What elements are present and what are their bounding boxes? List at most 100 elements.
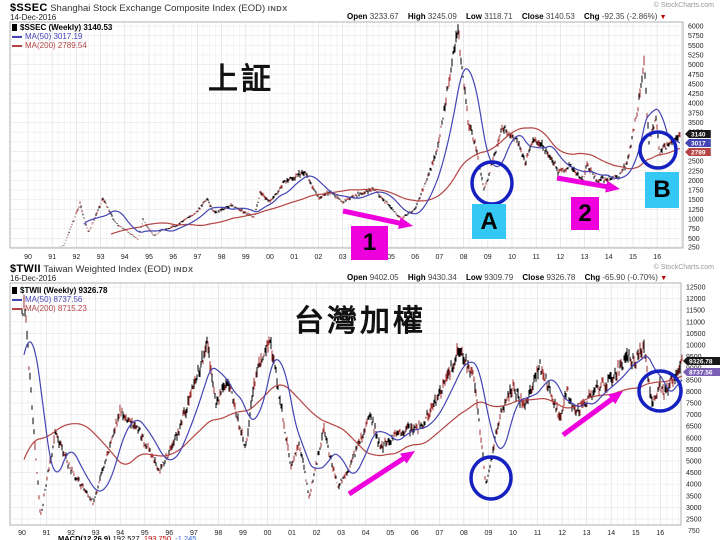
x-axis-label: 16	[656, 530, 664, 537]
chg-value: -65.90 (-0.70%)	[602, 273, 658, 282]
x-axis-label: 08	[460, 530, 468, 537]
x-axis-label: 96	[169, 254, 177, 261]
trend-arrow-shaft	[342, 208, 405, 227]
price-tag-value: 9326.78	[689, 359, 713, 366]
price-tag	[685, 148, 711, 156]
y-axis-label: 4750	[688, 72, 704, 79]
x-axis-label: 15	[629, 254, 637, 261]
open-label: Open	[347, 12, 368, 21]
chart2-copyright[interactable]: © StockCharts.com	[653, 264, 714, 271]
y-axis-label: 5500	[688, 43, 704, 50]
x-axis-label: 07	[436, 254, 444, 261]
y-axis-label: 250	[688, 245, 700, 252]
x-axis-label: 02	[315, 254, 323, 261]
chart2-title: $TWII Taiwan Weighted Index (EOD) INDX	[10, 263, 193, 275]
trend-arrow-shaft	[347, 453, 409, 497]
x-axis-label: 94	[121, 254, 129, 261]
low-label: Low	[466, 12, 483, 21]
x-axis-label: 90	[18, 530, 26, 537]
open-value: 9402.05	[369, 273, 399, 282]
y-axis-label: 4000	[686, 482, 702, 489]
y-axis-label: 750	[688, 226, 700, 233]
plot-border	[9, 21, 684, 249]
chart1-exchange: INDX	[267, 4, 288, 13]
y-axis-label: 5000	[688, 62, 704, 69]
y-axis-label: 2000	[688, 178, 704, 185]
x-axis-label: 91	[48, 254, 56, 261]
high-value: 3245.09	[427, 12, 457, 21]
candlestick-icon	[12, 24, 17, 31]
x-axis-label: 07	[435, 530, 443, 537]
x-axis-label: 11	[533, 254, 540, 261]
y-axis-label: 5000	[686, 459, 702, 466]
x-axis-label: 92	[73, 254, 81, 261]
y-axis-label: 6500	[686, 424, 702, 431]
x-axis-label: 03	[339, 254, 347, 261]
price-tag	[685, 139, 711, 147]
x-axis-label: 94	[116, 530, 124, 537]
highlight-circle	[638, 130, 678, 170]
chg-label: Chg	[584, 12, 600, 21]
y-axis-label: 7500	[686, 401, 702, 408]
y-axis-label: 8000	[686, 389, 702, 396]
x-axis-label: 13	[581, 254, 589, 261]
chart2-chinese-annotation: 台灣加權	[294, 304, 426, 339]
x-axis-label: 05	[387, 254, 395, 261]
annotation-box-A: A	[472, 204, 506, 239]
y-axis-label: 4250	[688, 91, 704, 98]
x-axis-label: 93	[92, 530, 100, 537]
chart1-copyright[interactable]: © StockCharts.com	[653, 2, 714, 9]
y-axis-label: 7000	[686, 412, 702, 419]
chart2-date: 16-Dec-2016	[10, 274, 57, 283]
price-tag-value: 2789	[691, 150, 706, 157]
y-axis-label: 6000	[688, 24, 704, 31]
low-value: 3118.71	[484, 12, 513, 21]
price-tag-value: 8737.56	[689, 370, 713, 377]
ma50-line	[83, 68, 681, 233]
close-value: 9326.78	[546, 273, 576, 282]
change-down-icon[interactable]: ▼	[659, 14, 667, 21]
chart2-ohlc-summary: Open 9402.05 High 9430.34 Low 9309.79 Cl…	[347, 273, 667, 282]
high-label: High	[407, 273, 426, 282]
price-tag	[685, 130, 711, 138]
y-axis-label: 6000	[686, 435, 702, 442]
chart1-title: $SSEC Shanghai Stock Exchange Composite …	[10, 2, 288, 14]
x-axis-label: 95	[145, 254, 153, 261]
price-tag-value: 3017	[691, 141, 706, 148]
y-axis-label: 2500	[686, 517, 702, 524]
candlestick-icon	[12, 287, 17, 294]
legend-label: MA(200) 2789.54	[25, 41, 87, 50]
legend-item: $SSEC (Weekly) 3140.53	[12, 23, 112, 32]
y-axis-label: 3000	[686, 505, 702, 512]
x-axis-label: 93	[97, 254, 105, 261]
trend-arrow-shaft	[556, 175, 612, 190]
price-tag-value: 3140	[691, 132, 706, 139]
price-tag	[683, 357, 720, 365]
close-value: 3140.53	[545, 12, 575, 21]
y-axis-label: 5750	[688, 33, 704, 40]
chart2-index-name: Taiwan Weighted Index (EOD)	[43, 264, 171, 275]
x-axis-label: 04	[362, 530, 370, 537]
plot-border	[9, 282, 682, 526]
x-axis-label: 11	[534, 530, 541, 537]
y-axis-label: 1000	[688, 217, 704, 224]
macd-legend-clipped: MACD(12,26,9) 192.527, 193.750, -1.245	[58, 534, 196, 540]
x-axis-label: 10	[508, 254, 516, 261]
y-axis-label: 3500	[688, 120, 704, 127]
ma200-line	[23, 375, 683, 465]
y-axis-label: 8500	[686, 377, 702, 384]
macd-hist-value: -1.245	[175, 534, 197, 540]
x-axis-label: 10	[509, 530, 517, 537]
high-label: High	[407, 12, 426, 21]
change-down-icon[interactable]: ▼	[660, 275, 668, 282]
macd-axis-label: 750	[688, 528, 700, 535]
annotation-box-1: 1	[351, 226, 388, 260]
y-axis-label: 10000	[686, 343, 706, 350]
y-axis-label: 3750	[688, 110, 704, 117]
trend-arrow-head	[608, 391, 623, 405]
x-axis-label: 13	[583, 530, 591, 537]
legend-label: MA(50) 3017.19	[25, 32, 83, 41]
y-axis-label: 500	[688, 236, 700, 243]
y-axis-label: 1750	[688, 188, 704, 195]
